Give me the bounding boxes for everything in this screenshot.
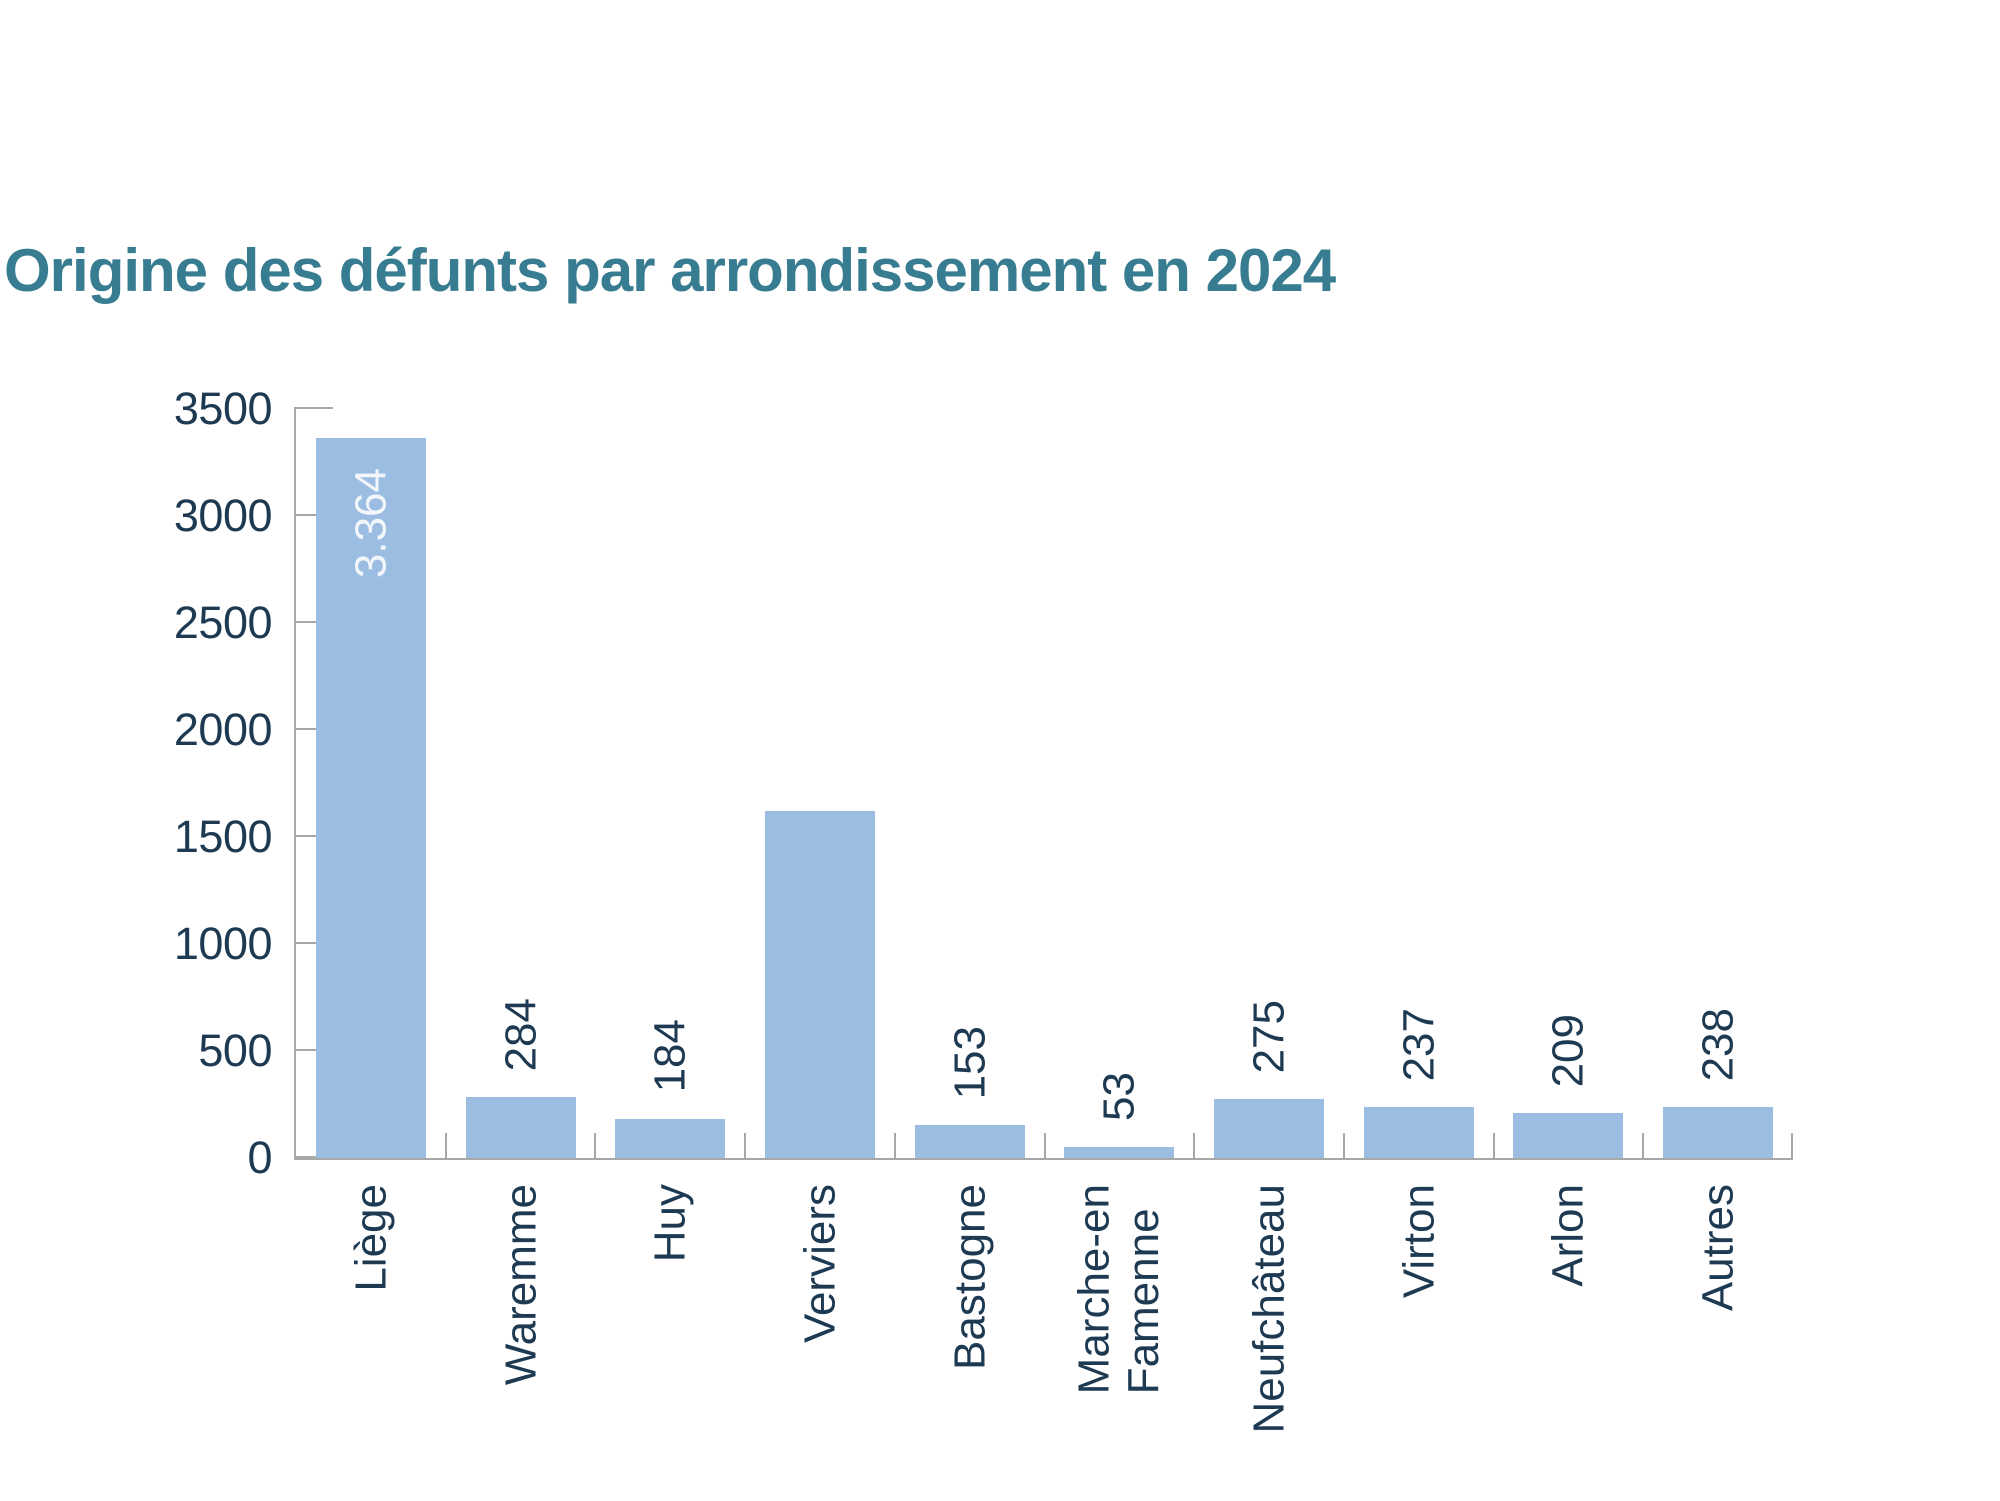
x-axis-tick: [1791, 1133, 1793, 1158]
bar-verviers: [765, 811, 875, 1158]
bar-marche-en-famenne: [1064, 1146, 1174, 1158]
bar-huy: [615, 1118, 725, 1158]
y-axis-tick: [296, 621, 316, 623]
category-label: Autres: [1693, 1184, 1743, 1312]
y-axis-tick: [296, 835, 316, 837]
y-axis-tick: [296, 728, 316, 730]
category-label: Waremme: [495, 1184, 545, 1386]
y-axis-tick-label: 3500: [173, 383, 273, 434]
bar-neufchateau: [1214, 1099, 1324, 1158]
category-label: Verviers: [795, 1184, 845, 1343]
category-label: Arlon: [1543, 1184, 1593, 1287]
bar-virton: [1364, 1107, 1474, 1158]
y-axis-tick: [296, 1049, 316, 1051]
bar-waremme: [466, 1097, 576, 1158]
bar-value-label: 238: [1693, 1007, 1743, 1082]
x-axis-tick: [894, 1133, 896, 1158]
category-label: Liège: [346, 1184, 396, 1292]
bar-value-label: 53: [1094, 1071, 1144, 1121]
y-axis-tick-label: 0: [247, 1132, 272, 1183]
category-label: Bastogne: [944, 1184, 994, 1370]
y-axis-tick-label: 2500: [173, 597, 273, 648]
x-axis-tick: [1493, 1133, 1495, 1158]
chart-title: Origine des défunts par arrondissement e…: [4, 237, 1336, 304]
x-axis-tick: [1642, 1133, 1644, 1158]
y-axis-tick: [296, 407, 333, 409]
y-axis-line: [294, 407, 296, 1158]
y-axis-tick: [296, 1156, 316, 1158]
y-axis-tick: [296, 942, 316, 944]
y-axis-tick-label: 2000: [173, 704, 273, 755]
bar-value-label: 3.364: [346, 468, 396, 579]
bar-autres: [1663, 1107, 1773, 1158]
bar-bastogne: [915, 1125, 1025, 1158]
bar-value-label: 153: [944, 1025, 994, 1100]
x-axis-tick: [594, 1133, 596, 1158]
x-axis-tick: [744, 1133, 746, 1158]
bar-value-label: 209: [1543, 1013, 1593, 1088]
y-axis-tick-label: 3000: [173, 490, 273, 541]
bar-arlon: [1513, 1113, 1623, 1158]
category-label: Huy: [645, 1184, 695, 1263]
category-label: Neufchâteau: [1244, 1184, 1294, 1434]
y-axis-tick-label: 1500: [173, 811, 273, 862]
x-axis-tick: [445, 1133, 447, 1158]
x-axis-tick: [1044, 1133, 1046, 1158]
bar-liege: [316, 438, 426, 1158]
x-axis-tick: [1343, 1133, 1345, 1158]
bar-value-label: 275: [1244, 999, 1294, 1074]
bar-value-label: 284: [495, 997, 545, 1072]
y-axis-tick-label: 1000: [173, 918, 273, 969]
category-label: Marche-en Famenne: [1070, 1184, 1169, 1395]
x-axis-tick: [1193, 1133, 1195, 1158]
category-label: Virton: [1394, 1184, 1444, 1299]
bar-value-label: 237: [1394, 1007, 1444, 1082]
y-axis-tick-label: 500: [198, 1025, 272, 1076]
bar-value-label: 184: [645, 1019, 695, 1093]
x-axis-line: [294, 1158, 1793, 1160]
y-axis-tick: [296, 514, 316, 516]
